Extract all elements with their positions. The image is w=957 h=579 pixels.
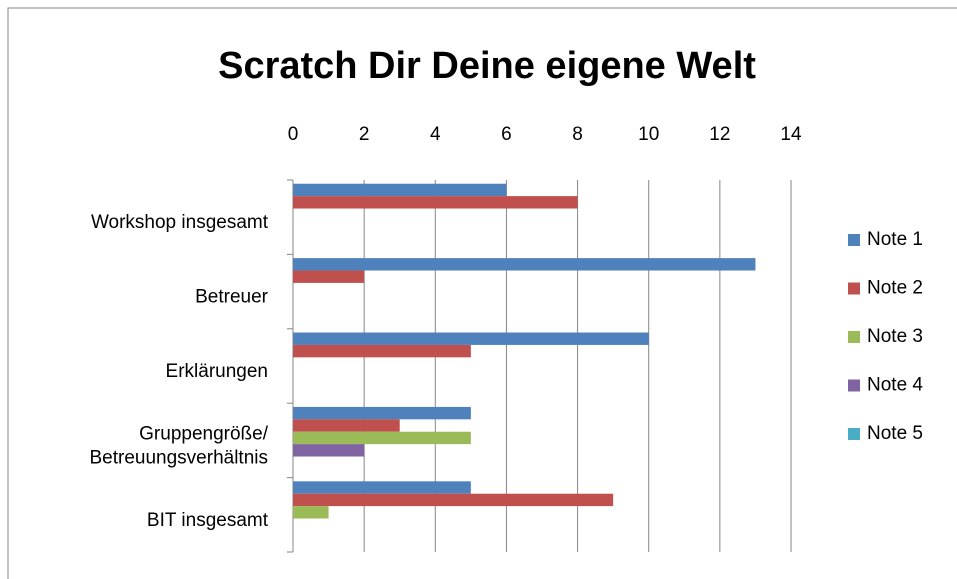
y-tick-label: Erklärungen bbox=[166, 361, 268, 382]
legend-label: Note 4 bbox=[867, 375, 923, 396]
bar bbox=[293, 344, 471, 358]
bar bbox=[293, 270, 365, 283]
bar bbox=[293, 406, 471, 420]
x-tick-label: 2 bbox=[359, 124, 370, 145]
bar bbox=[293, 258, 756, 271]
bar bbox=[293, 506, 329, 519]
bar bbox=[293, 332, 649, 345]
bar bbox=[293, 431, 471, 445]
y-tick-label: Betreuer bbox=[195, 287, 269, 308]
bar bbox=[293, 493, 614, 507]
legend-swatch bbox=[848, 282, 860, 295]
chart-border bbox=[7, 7, 957, 579]
x-tick-label: 8 bbox=[572, 124, 583, 145]
x-tick-label: 14 bbox=[780, 124, 802, 145]
x-tick-label: 12 bbox=[709, 124, 730, 145]
bar bbox=[293, 196, 578, 209]
bar bbox=[293, 481, 471, 494]
x-tick-label: 6 bbox=[501, 124, 512, 145]
x-tick-label: 0 bbox=[288, 124, 299, 145]
legend-label: Note 2 bbox=[867, 278, 923, 299]
legend-swatch bbox=[848, 331, 860, 343]
bar bbox=[293, 419, 400, 432]
legend-label: Note 1 bbox=[867, 229, 923, 250]
x-tick-label: 10 bbox=[638, 124, 659, 145]
legend-label: Note 5 bbox=[867, 423, 923, 444]
legend-swatch bbox=[848, 234, 860, 246]
bar bbox=[293, 444, 365, 457]
y-tick-label: BIT insgesamt bbox=[147, 510, 269, 531]
legend-swatch bbox=[848, 428, 860, 440]
legend-swatch bbox=[848, 379, 860, 392]
y-tick-label: Workshop insgesamt bbox=[91, 212, 269, 233]
y-tick-label: Gruppengröße/Betreuungsverhältnis bbox=[90, 423, 269, 468]
bar bbox=[293, 183, 507, 197]
legend-label: Note 3 bbox=[867, 326, 923, 347]
chart-title: Scratch Dir Deine eigene Welt bbox=[218, 45, 756, 87]
x-tick-label: 4 bbox=[430, 124, 441, 145]
